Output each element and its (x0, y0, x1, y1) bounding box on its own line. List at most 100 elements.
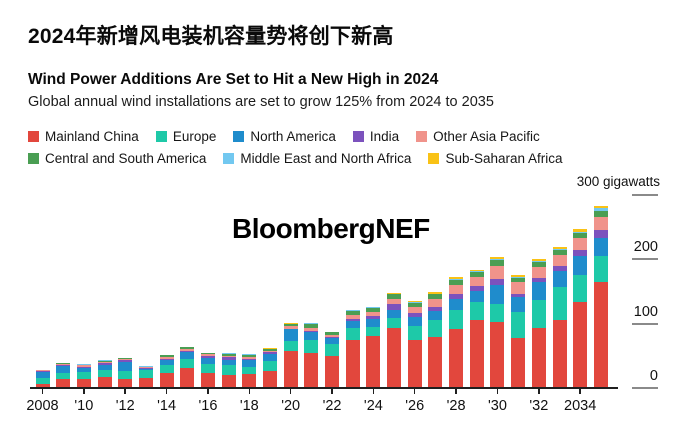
segment-mainland-china (428, 337, 443, 388)
segment-north-america (304, 331, 319, 341)
bar-2024 (366, 307, 381, 388)
segment-india (262, 352, 277, 354)
x-tick-2012 (124, 388, 126, 394)
bar-2010 (76, 363, 91, 388)
x-tick-label-2026: '26 (405, 398, 425, 414)
segment-india (200, 355, 215, 358)
segment-north-america (490, 285, 505, 304)
segment-central-and-south-america (262, 348, 277, 351)
legend-row-1: Mainland China Europe North America India Ot… (28, 128, 628, 145)
x-axis-line (30, 387, 618, 389)
bar-2017 (221, 353, 236, 388)
bar-2025 (387, 293, 402, 388)
segment-sub-saharan-africa (407, 301, 422, 303)
segment-mainland-china (407, 340, 422, 388)
segment-other-asia-pacific (304, 327, 319, 331)
legend-label: Europe (172, 129, 217, 144)
legend-row-2: Central and South America Middle East and… (28, 150, 628, 167)
segment-mainland-china (387, 328, 402, 388)
segment-central-and-south-america (366, 307, 381, 312)
segment-other-asia-pacific (407, 307, 422, 313)
segment-north-america (118, 361, 133, 372)
segment-europe (428, 319, 443, 338)
legend-label: Mainland China (45, 129, 139, 144)
segment-india (97, 362, 112, 365)
y-tick-label-0: 0 (649, 368, 658, 384)
segment-north-america (387, 309, 402, 319)
bar-2031 (511, 275, 526, 388)
x-tick-label-2028: '28 (446, 398, 466, 414)
bar-2013 (138, 366, 153, 388)
x-tick-label-2034: 2034 (564, 398, 597, 414)
segment-mainland-china (242, 374, 257, 388)
segment-india (511, 293, 526, 298)
segment-north-america (180, 352, 195, 360)
segment-india (490, 279, 505, 286)
legend-swatch-sub-saharan-africa (428, 153, 440, 164)
segment-sub-saharan-africa (428, 292, 443, 294)
segment-central-and-south-america (345, 310, 360, 315)
bar-2014 (159, 354, 174, 388)
bar-2034 (573, 229, 588, 388)
x-tick-label-2030: '30 (488, 398, 507, 414)
segment-india (180, 350, 195, 353)
segment-sub-saharan-africa (552, 247, 567, 250)
segment-india (573, 250, 588, 256)
segment-central-and-south-america (573, 232, 588, 238)
segment-mainland-china (56, 379, 71, 388)
segment-north-america (76, 368, 91, 373)
segment-europe (387, 318, 402, 329)
x-tick-label-2010: '10 (74, 398, 94, 414)
y-tick-0 (632, 387, 658, 389)
x-tick-2028 (455, 388, 457, 394)
segment-mainland-china (490, 321, 505, 388)
segment-north-america (552, 271, 567, 288)
segment-europe (283, 341, 298, 351)
segment-other-asia-pacific (221, 356, 236, 358)
segment-north-america (573, 255, 588, 276)
y-tick-200 (632, 258, 658, 260)
bar-2020 (283, 323, 298, 388)
segment-north-america (221, 359, 236, 366)
segment-india (552, 265, 567, 272)
segment-other-asia-pacific (35, 370, 50, 372)
segment-central-and-south-america (304, 323, 319, 328)
segment-india (242, 359, 257, 361)
legend-label: North America (250, 129, 336, 144)
segment-other-asia-pacific (387, 298, 402, 305)
segment-mainland-china (366, 336, 381, 388)
segment-mainland-china (511, 338, 526, 388)
segment-mainland-china (159, 373, 174, 388)
segment-other-asia-pacific (118, 359, 133, 361)
segment-mainland-china (469, 320, 484, 388)
segment-india (159, 358, 174, 361)
segment-mainland-china (35, 384, 50, 388)
x-tick-2018 (248, 388, 251, 394)
segment-other-asia-pacific (469, 276, 484, 287)
segment-mainland-china (76, 378, 91, 388)
segment-mainland-china (221, 375, 236, 388)
segment-central-and-south-america (407, 302, 422, 308)
segment-central-and-south-america (552, 250, 567, 255)
segment-middle-east-and-north-africa (242, 354, 257, 355)
segment-middle-east-and-north-africa (387, 293, 402, 295)
legend: Mainland China Europe North America India Ot… (28, 128, 628, 167)
segment-north-america (366, 319, 381, 327)
x-tick-2010 (83, 388, 85, 394)
x-tick-label-2016: '16 (198, 398, 218, 414)
x-tick-2022 (331, 388, 333, 394)
segment-north-america (159, 360, 174, 365)
segment-central-and-south-america (242, 354, 257, 358)
segment-other-asia-pacific (262, 350, 277, 353)
segment-central-and-south-america (283, 324, 298, 327)
bar-2029 (469, 269, 484, 388)
bar-2021 (304, 322, 319, 388)
x-tick-2034 (579, 388, 581, 394)
segment-other-asia-pacific (531, 266, 546, 278)
segment-middle-east-and-north-africa (531, 261, 546, 263)
segment-central-and-south-america (469, 271, 484, 277)
segment-other-asia-pacific (366, 311, 381, 316)
segment-europe (573, 275, 588, 302)
segment-mainland-china (200, 372, 215, 388)
segment-mainland-china (325, 356, 340, 388)
